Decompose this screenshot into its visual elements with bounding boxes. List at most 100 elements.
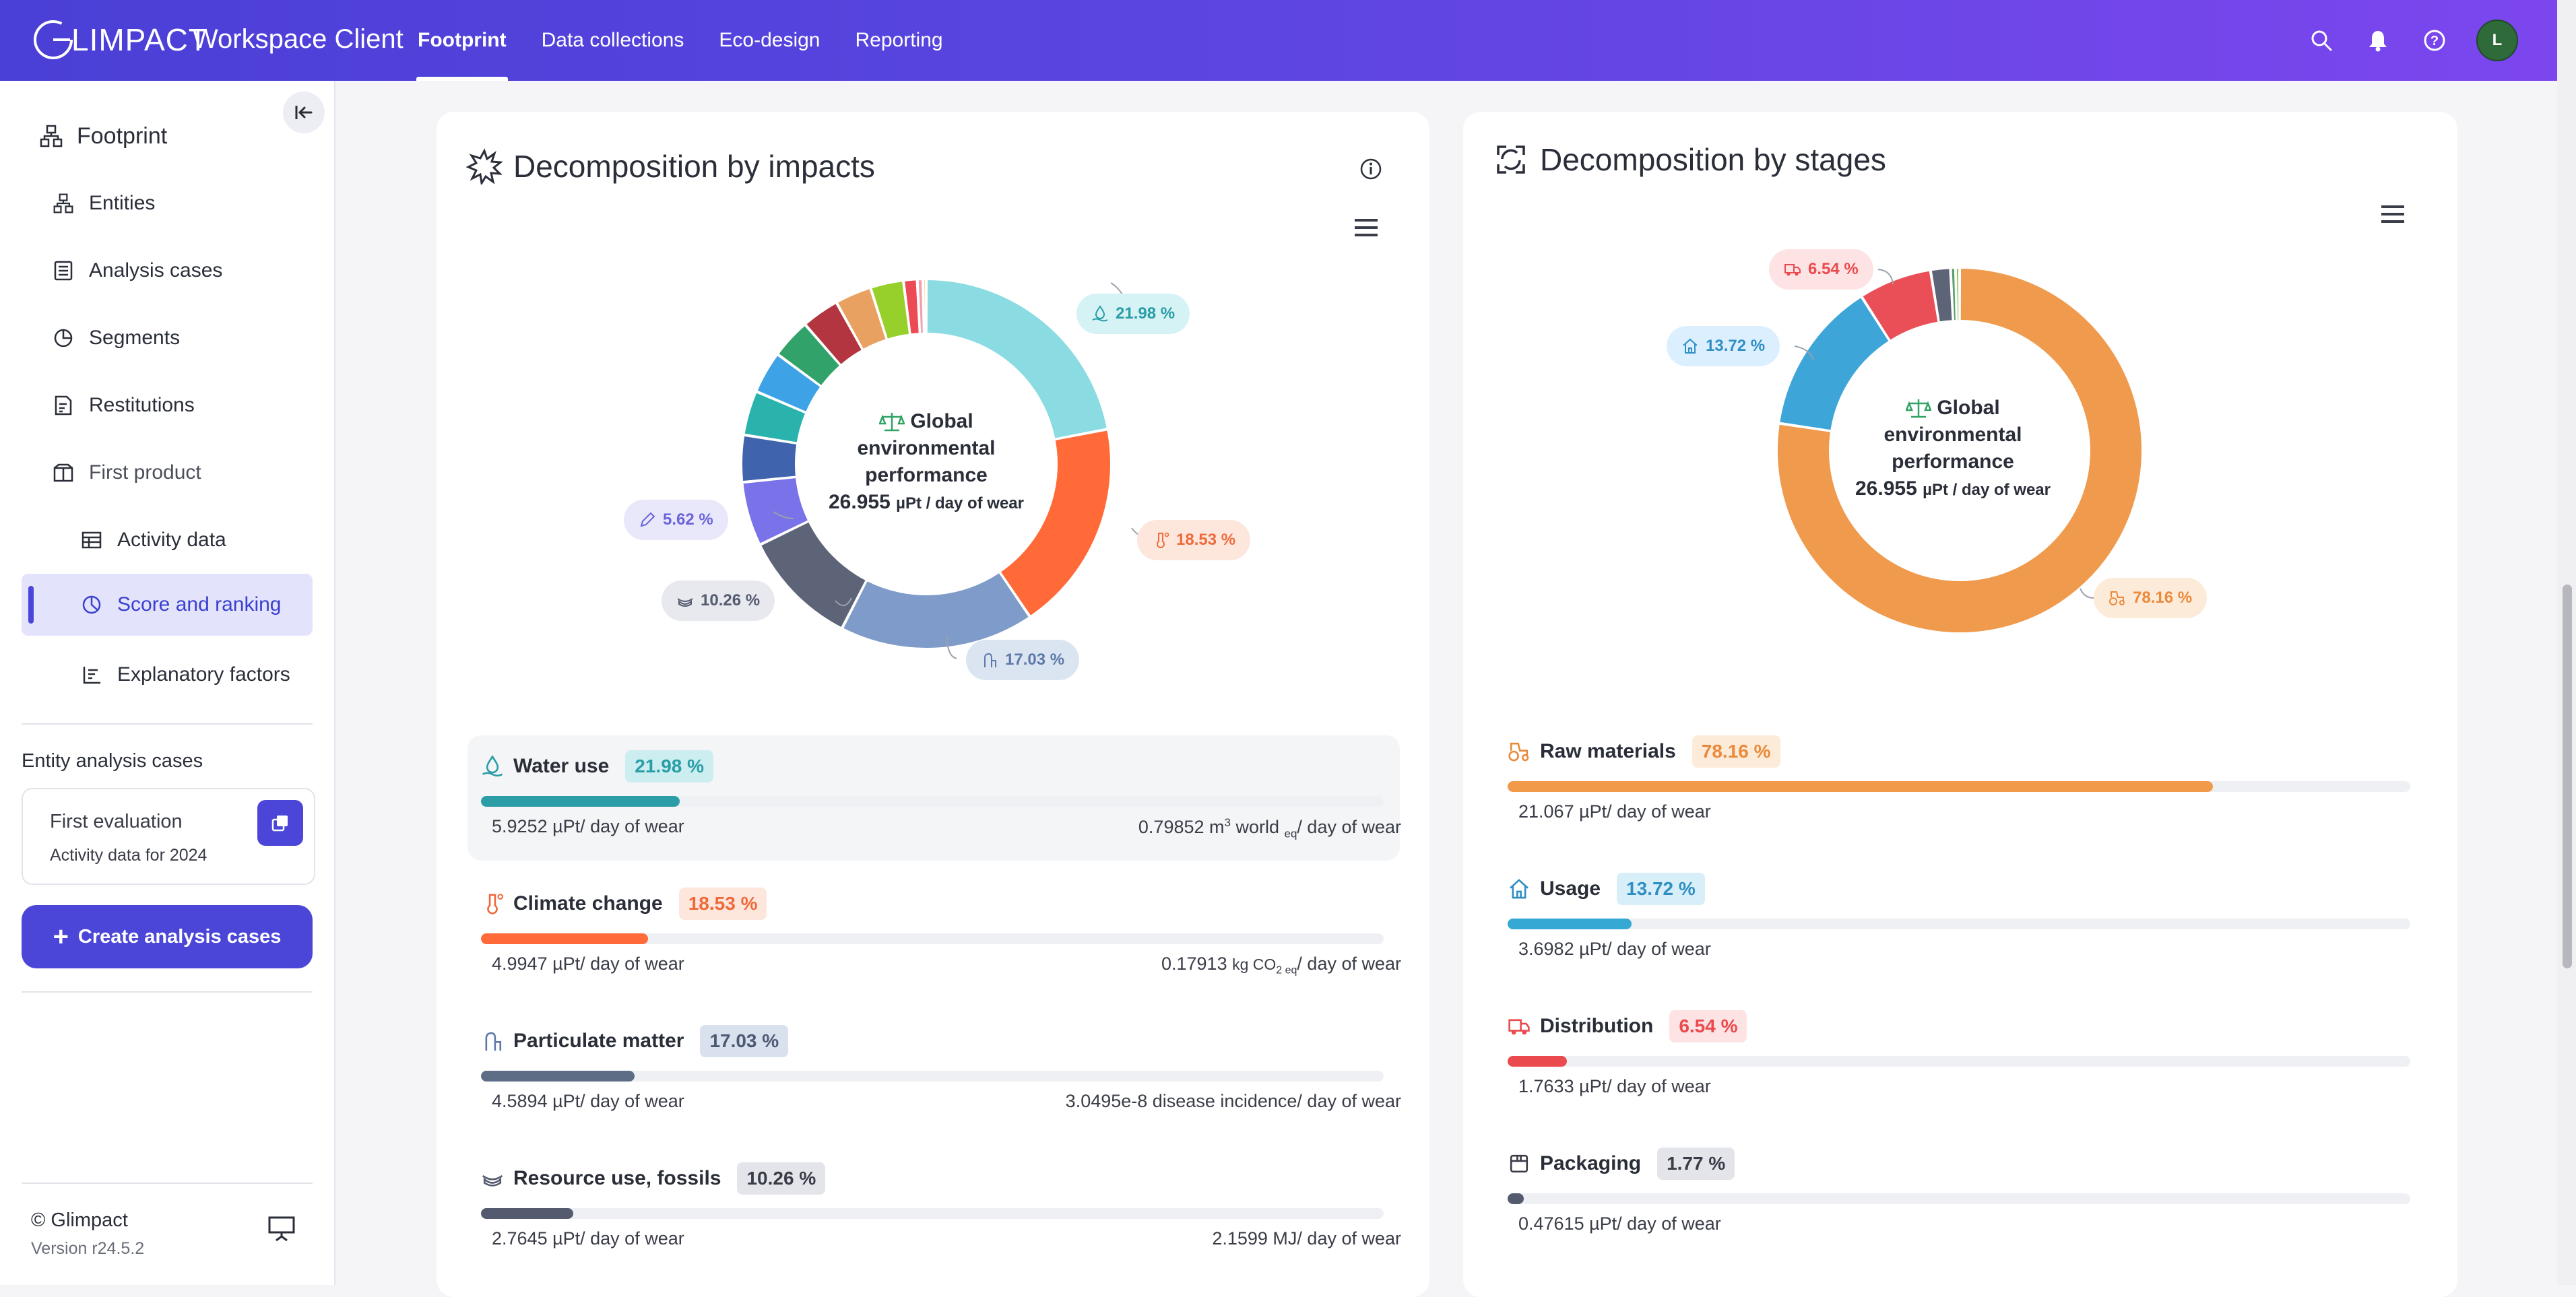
scrollbar-thumb[interactable] [2563, 585, 2572, 968]
create-analysis-cases-button[interactable]: + Create analysis cases [22, 905, 313, 968]
impact-row-climate[interactable]: Climate change 18.53 % [481, 884, 767, 924]
row-score: 21.067 µPt/ day of wear [1518, 801, 1711, 822]
nav-eco-design[interactable]: Eco-design [719, 29, 820, 51]
stages-slice-1[interactable] [1778, 296, 1891, 432]
nav-footprint[interactable]: Footprint [416, 0, 508, 81]
pill-text: 13.72 % [1706, 337, 1766, 355]
sidebar-item-label: Analysis cases [89, 259, 223, 281]
glimpact-logo[interactable]: LIMPACT [31, 18, 208, 62]
impacts-slice-9[interactable] [804, 302, 864, 366]
duplicate-button[interactable] [257, 800, 303, 846]
stage-row-raw-materials[interactable]: Raw materials 78.16 % [1508, 731, 1780, 772]
sidebar-item-label: Explanatory factors [117, 663, 290, 686]
row-score: 4.5894 µPt/ day of wear [492, 1091, 684, 1111]
impacts-slice-8[interactable] [777, 324, 841, 387]
stages-card: Decomposition by stages Global environme… [1463, 112, 2457, 1297]
pill-text: 10.26 % [701, 591, 761, 609]
bell-icon[interactable] [2363, 26, 2393, 55]
row-percent: 1.77 % [1657, 1148, 1735, 1180]
duplicate-icon [271, 816, 288, 832]
section-title: Entity analysis cases [22, 750, 203, 772]
impacts-slice-5[interactable] [741, 434, 798, 483]
sidebar-item-label: First product [89, 461, 201, 484]
impacts-slice-13[interactable] [917, 279, 924, 335]
impacts-slice-2[interactable] [841, 571, 1031, 649]
sidebar-item-analysis-cases[interactable]: Analysis cases [51, 255, 222, 287]
impact-label-water: 21.98 % [1076, 294, 1190, 334]
nav-data-collections[interactable]: Data collections [541, 29, 684, 51]
stages-slice-2[interactable] [1861, 269, 1939, 342]
stages-slice-0[interactable] [1776, 267, 2143, 634]
stage-row-distribution[interactable]: Distribution 6.54 % [1508, 1006, 1747, 1046]
score-icon [79, 593, 104, 617]
report-icon [51, 393, 75, 418]
impacts-slice-0[interactable] [926, 278, 1109, 440]
product-icon [51, 461, 75, 485]
pill-text: 21.98 % [1116, 304, 1176, 323]
water-icon [1092, 305, 1108, 322]
center-line1: Global [910, 410, 973, 432]
help-icon[interactable]: ? [2420, 26, 2449, 55]
center-unit: µPt / day of wear [1923, 481, 2051, 499]
impact-row-particulate[interactable]: Particulate matter 17.03 % [481, 1021, 789, 1061]
analysis-case-card[interactable]: First evaluation Activity data for 2024 [22, 788, 315, 885]
progress-track [481, 933, 1384, 944]
header-actions: ? L [2307, 0, 2557, 81]
sidebar-item-explanatory-factors[interactable]: Explanatory factors [79, 659, 290, 691]
impacts-slice-11[interactable] [870, 280, 911, 341]
impacts-slice-10[interactable] [836, 287, 887, 351]
sidebar-item-activity-data[interactable]: Activity data [79, 524, 226, 556]
sidebar-title-label: Footprint [77, 123, 168, 149]
sidebar-item-entities[interactable]: Entities [51, 187, 155, 220]
sidebar-item-score-and-ranking[interactable]: Score and ranking [22, 574, 313, 636]
home-icon [1510, 879, 1528, 899]
nav-reporting[interactable]: Reporting [855, 29, 943, 51]
row-physical-value: 0.79852 m3 world eq/ day of wear [1138, 816, 1401, 840]
analysis-case-subtitle: Activity data for 2024 [50, 846, 207, 865]
stages-card-title-text: Decomposition by stages [1540, 142, 1886, 177]
divider [22, 1183, 313, 1184]
stage-row-packaging[interactable]: Packaging 1.77 % [1508, 1143, 1735, 1184]
progress-fill [481, 933, 649, 944]
chart-menu-icon[interactable] [2379, 201, 2406, 228]
impacts-slice-12[interactable] [903, 279, 920, 335]
impacts-slice-1[interactable] [999, 429, 1112, 618]
row-physical-value: 2.1599 MJ/ day of wear [1212, 1228, 1401, 1249]
impacts-slice-6[interactable] [743, 391, 807, 444]
collapse-sidebar-button[interactable] [283, 92, 325, 133]
impacts-slice-3[interactable] [759, 521, 868, 629]
progress-track [481, 1208, 1384, 1219]
pill-text: 17.03 % [1005, 651, 1065, 669]
impact-row-fossil[interactable]: Resource use, fossils 10.26 % [481, 1158, 826, 1199]
collapse-icon [295, 106, 313, 119]
sidebar-item-first-product[interactable]: First product [51, 457, 201, 489]
impacts-slice-14[interactable] [923, 278, 927, 335]
chart-menu-icon[interactable] [1353, 214, 1380, 241]
sidebar-item-label: Segments [89, 327, 181, 349]
sidebar-item-segments[interactable]: Segments [51, 322, 180, 354]
impacts-slice-4[interactable] [742, 476, 810, 545]
stage-label-usage: 13.72 % [1667, 326, 1780, 366]
thermometer-icon [487, 894, 504, 914]
stage-row-usage[interactable]: Usage 13.72 % [1508, 869, 1705, 909]
sidebar-title-footprint[interactable]: Footprint [39, 120, 167, 152]
stages-slice-3[interactable] [1930, 267, 1954, 323]
presentation-icon[interactable] [267, 1213, 296, 1243]
row-percent: 17.03 % [700, 1025, 789, 1057]
impacts-slice-7[interactable] [756, 354, 822, 413]
pill-text: 5.62 % [663, 510, 713, 529]
stages-slice-4[interactable] [1950, 267, 1957, 322]
search-icon[interactable] [2307, 26, 2336, 55]
stages-slice-5[interactable] [1955, 267, 1960, 322]
row-percent: 13.72 % [1617, 873, 1705, 905]
row-score: 3.6982 µPt/ day of wear [1518, 939, 1711, 959]
version: Version r24.5.2 [31, 1239, 145, 1258]
info-icon[interactable] [1359, 158, 1382, 180]
copyright: © Glimpact [31, 1209, 128, 1231]
stage-label-distribution: 6.54 % [1769, 249, 1873, 290]
avatar[interactable]: L [2476, 20, 2518, 61]
pill-text: 18.53 % [1176, 531, 1236, 549]
row-percent: 21.98 % [625, 750, 714, 783]
sidebar-item-restitutions[interactable]: Restitutions [51, 389, 195, 422]
impact-row-water[interactable]: Water use 21.98 % [481, 746, 714, 787]
